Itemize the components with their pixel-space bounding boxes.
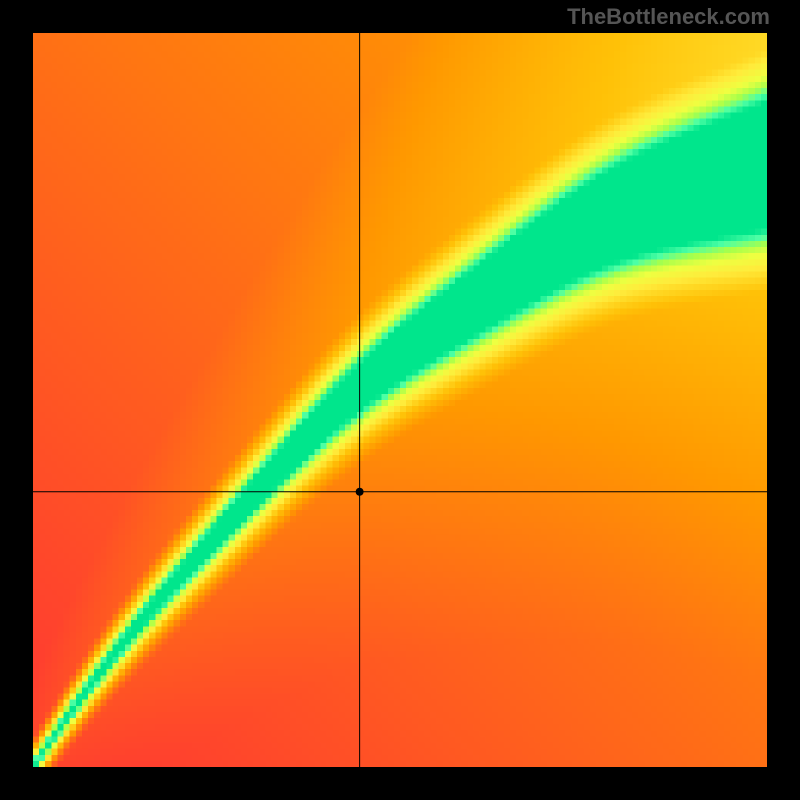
crosshair-marker [356, 488, 364, 496]
chart-container: TheBottleneck.com [0, 0, 800, 800]
watermark-text: TheBottleneck.com [567, 4, 770, 30]
plot-frame [33, 33, 767, 767]
bottleneck-heatmap [33, 33, 767, 767]
